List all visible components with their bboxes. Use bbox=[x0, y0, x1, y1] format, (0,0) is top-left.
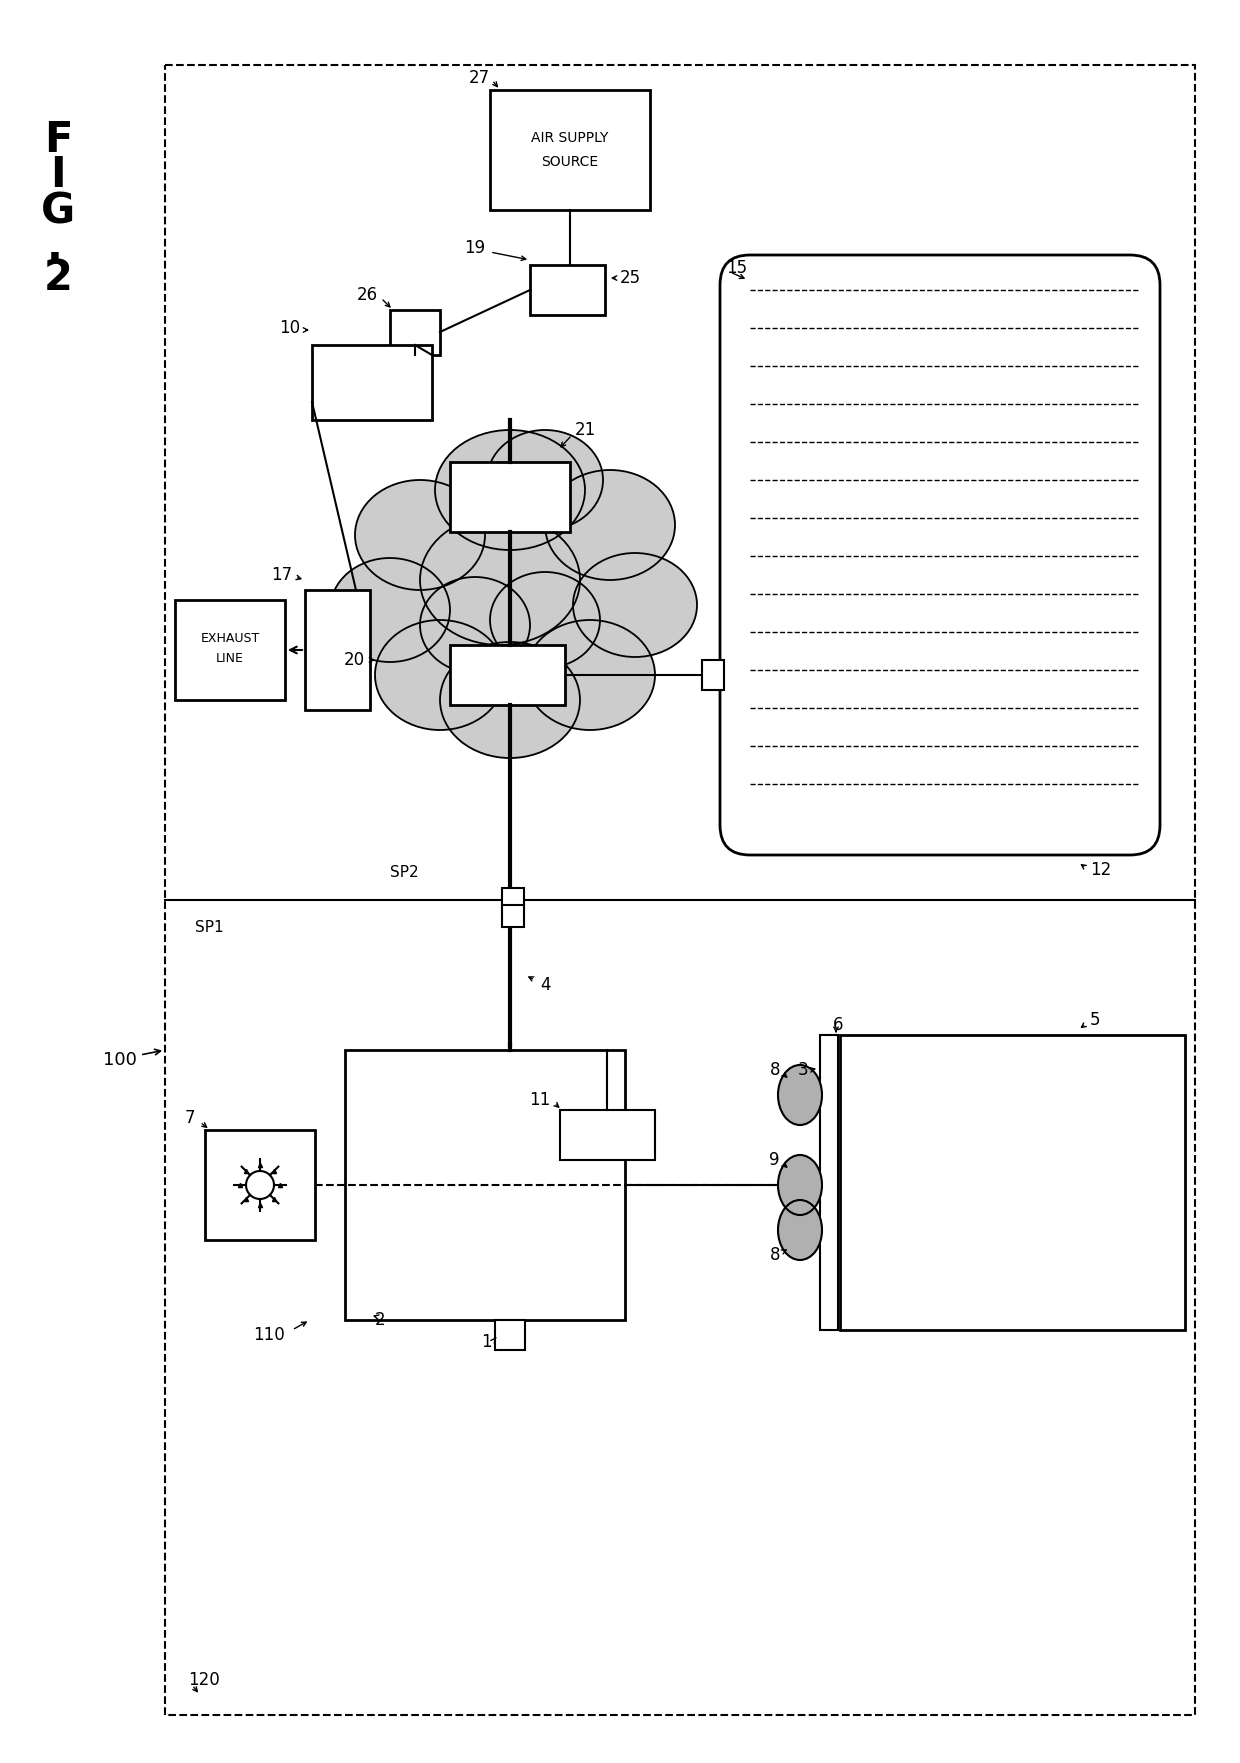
Ellipse shape bbox=[440, 642, 580, 758]
Text: 6: 6 bbox=[833, 1015, 843, 1035]
Bar bbox=[839, 1035, 1185, 1329]
Text: AIR SUPPLY: AIR SUPPLY bbox=[531, 130, 609, 145]
Bar bbox=[820, 1035, 838, 1329]
Text: 11: 11 bbox=[528, 1091, 551, 1109]
Ellipse shape bbox=[777, 1065, 822, 1125]
Text: 25: 25 bbox=[620, 270, 641, 287]
Text: 5: 5 bbox=[1090, 1010, 1101, 1030]
Bar bbox=[175, 599, 285, 700]
Text: 100: 100 bbox=[103, 1051, 136, 1068]
Text: 19: 19 bbox=[464, 240, 485, 257]
Text: 27: 27 bbox=[469, 69, 490, 86]
Ellipse shape bbox=[355, 480, 485, 591]
Bar bbox=[702, 659, 724, 689]
Text: .: . bbox=[47, 227, 63, 270]
Text: 17: 17 bbox=[270, 566, 291, 584]
Bar bbox=[345, 1051, 625, 1320]
Ellipse shape bbox=[525, 621, 655, 730]
Text: 15: 15 bbox=[725, 259, 748, 277]
Ellipse shape bbox=[490, 571, 600, 668]
Ellipse shape bbox=[420, 577, 529, 673]
Text: 110: 110 bbox=[253, 1326, 285, 1343]
Ellipse shape bbox=[487, 430, 603, 531]
Ellipse shape bbox=[435, 430, 585, 550]
Ellipse shape bbox=[374, 621, 505, 730]
Bar bbox=[391, 310, 440, 354]
Text: 1: 1 bbox=[481, 1333, 492, 1350]
Text: 26: 26 bbox=[357, 286, 378, 303]
Text: 8: 8 bbox=[770, 1061, 780, 1079]
Bar bbox=[450, 645, 565, 705]
Text: 12: 12 bbox=[1090, 860, 1111, 880]
Text: 2: 2 bbox=[374, 1312, 386, 1329]
Text: 7: 7 bbox=[185, 1109, 195, 1127]
Text: 8: 8 bbox=[770, 1246, 780, 1264]
Bar bbox=[450, 462, 570, 532]
Ellipse shape bbox=[777, 1155, 822, 1215]
Ellipse shape bbox=[777, 1201, 822, 1261]
Text: EXHAUST: EXHAUST bbox=[201, 631, 259, 645]
Text: 3: 3 bbox=[797, 1061, 808, 1079]
Bar bbox=[165, 65, 1195, 1715]
Bar bbox=[495, 1320, 525, 1350]
Text: F: F bbox=[43, 118, 72, 160]
Text: 120: 120 bbox=[188, 1671, 219, 1689]
Text: SOURCE: SOURCE bbox=[542, 155, 599, 169]
Circle shape bbox=[246, 1171, 274, 1199]
Ellipse shape bbox=[330, 559, 450, 661]
Ellipse shape bbox=[546, 471, 675, 580]
Text: I: I bbox=[50, 153, 66, 196]
Bar bbox=[502, 889, 525, 911]
Text: 10: 10 bbox=[279, 319, 300, 337]
Text: LINE: LINE bbox=[216, 652, 244, 665]
Ellipse shape bbox=[420, 515, 580, 645]
Bar bbox=[205, 1130, 315, 1239]
Bar bbox=[502, 904, 525, 927]
Text: G: G bbox=[41, 190, 76, 233]
Bar bbox=[305, 591, 370, 710]
Ellipse shape bbox=[573, 554, 697, 658]
Text: 2: 2 bbox=[43, 257, 72, 300]
Text: SP2: SP2 bbox=[391, 866, 419, 880]
Bar bbox=[560, 1111, 655, 1160]
Text: 9: 9 bbox=[770, 1151, 780, 1169]
Text: 20: 20 bbox=[343, 651, 365, 668]
Text: SP1: SP1 bbox=[195, 920, 223, 934]
Bar bbox=[312, 346, 432, 420]
Bar bbox=[490, 90, 650, 210]
Text: 4: 4 bbox=[539, 977, 551, 994]
Bar bbox=[529, 264, 605, 316]
FancyBboxPatch shape bbox=[720, 256, 1159, 855]
Text: 21: 21 bbox=[575, 421, 596, 439]
